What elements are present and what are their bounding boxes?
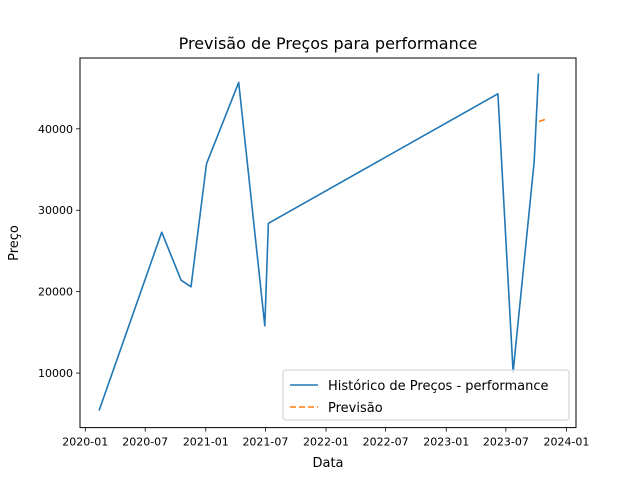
y-tick-label: 40000 — [38, 123, 73, 136]
x-tick-label: 2023-01 — [423, 436, 469, 449]
plot-lines — [98, 73, 547, 411]
y-axis: 10000 20000 30000 40000 — [38, 123, 80, 380]
chart-title: Previsão de Preços para performance — [179, 34, 478, 53]
y-tick-label: 10000 — [38, 367, 73, 380]
legend-label-previsao: Previsão — [328, 401, 383, 416]
plot-frame — [79, 57, 577, 429]
x-tick-label: 2021-01 — [183, 436, 229, 449]
x-tick-label: 2021-07 — [242, 436, 288, 449]
x-tick-label: 2024-01 — [543, 436, 589, 449]
series-line-0 — [98, 73, 540, 411]
legend-label-historico: Histórico de Preços - performance — [328, 379, 549, 394]
legend: Histórico de Preços - performance Previs… — [282, 369, 570, 421]
y-tick-label: 30000 — [38, 204, 73, 217]
x-tick-label: 2022-01 — [303, 436, 349, 449]
x-tick-label: 2020-07 — [122, 436, 168, 449]
x-axis: 2020-01 2020-07 2021-01 2021-07 2022-01 2022-… — [62, 427, 589, 449]
x-tick-label: 2020-01 — [62, 436, 108, 449]
series-line-1 — [538, 118, 547, 123]
x-axis-label: Data — [312, 456, 343, 471]
x-tick-label: 2022-07 — [363, 436, 409, 449]
y-axis-label: Preço — [7, 225, 22, 261]
legend-box — [282, 369, 570, 421]
y-tick-label: 20000 — [38, 286, 73, 299]
x-tick-label: 2023-07 — [483, 436, 529, 449]
